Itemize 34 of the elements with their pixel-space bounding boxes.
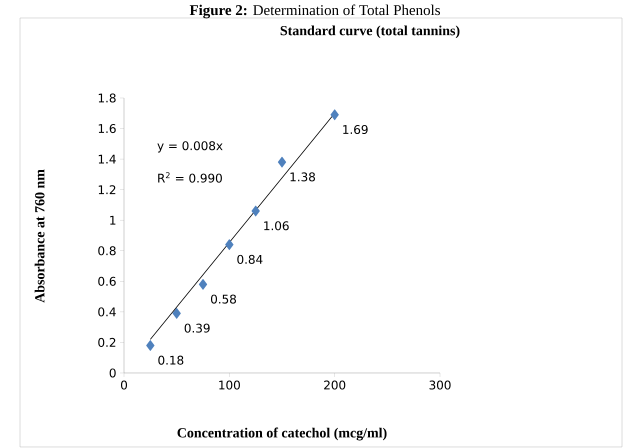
chart-title: Standard curve (total tannins) (280, 26, 460, 38)
y-tick-label: 0.4 (98, 307, 116, 316)
y-tick-label: 1.6 (98, 124, 116, 134)
point (146, 340, 154, 351)
y-tick-label: 1.4 (98, 154, 116, 164)
y-axis-title: Absorbance at 760 nm (34, 169, 44, 303)
text: Figure 2: Determination of Total Phenols (190, 4, 440, 18)
point (278, 156, 286, 168)
data-label: 0.84 (237, 254, 262, 264)
annotation: y = 0.008x (157, 141, 223, 153)
y-tick-label: 1 (110, 216, 116, 225)
data-label: 0.18 (158, 356, 184, 365)
y-tick-label: 0.8 (98, 246, 116, 256)
y-tick-label: 0 (110, 368, 116, 378)
data-label: 0.39 (184, 324, 210, 333)
point (225, 239, 234, 250)
point (198, 278, 208, 290)
x-tick-label: 200 (324, 380, 346, 390)
data-label: 0.58 (210, 294, 236, 304)
y-tick-label: 0.2 (98, 338, 116, 347)
y-tick-label: 0.6 (98, 276, 116, 286)
point (330, 109, 339, 120)
y-tick-label: 1.8 (98, 93, 116, 103)
x-tick-label: 100 (219, 380, 240, 390)
point (172, 308, 181, 319)
y-tick-label: 1.2 (98, 185, 116, 194)
x-tick-label: 300 (430, 380, 451, 390)
data-label: 1.06 (264, 221, 289, 230)
x-axis-title: Concentration of catechol (mcg/ml) (178, 428, 387, 440)
data-label: 1.38 (290, 172, 315, 182)
data-label: 1.69 (343, 124, 368, 134)
x-tick-label: 0 (120, 380, 128, 390)
annotation: R$^{2}$ = 0.990 (158, 172, 222, 183)
point (252, 206, 260, 216)
